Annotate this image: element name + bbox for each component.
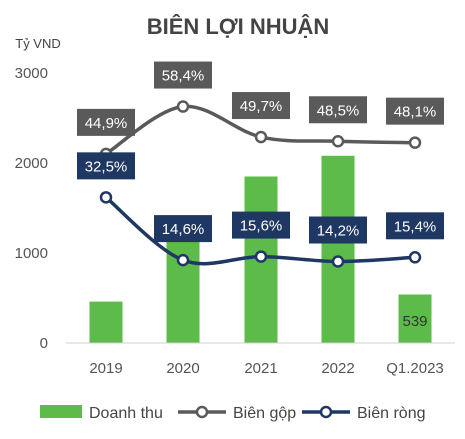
margin-label-box — [154, 215, 212, 243]
x-tick-label: 2019 — [89, 360, 122, 377]
legend-bar-swatch — [40, 405, 82, 418]
x-tick-label: Q1.2023 — [386, 360, 444, 377]
margin-label-box — [309, 96, 367, 124]
y-tick-label: 0 — [40, 335, 48, 352]
margin-label-box — [386, 97, 444, 125]
margin-point — [254, 130, 268, 144]
revenue-bar — [89, 301, 123, 343]
margin-point — [176, 100, 190, 113]
margin-label-box — [77, 152, 135, 180]
legend-line-marker — [195, 405, 209, 419]
x-tick-label: 2020 — [166, 360, 199, 377]
y-axis-unit: Tỷ VND — [15, 36, 61, 51]
chart-title: BIÊN LỢI NHUẬN — [147, 14, 330, 39]
revenue-bar — [398, 294, 432, 343]
margin-label: 49,7% — [240, 98, 283, 115]
margin-label: 32,5% — [85, 158, 128, 175]
margin-label: 48,5% — [317, 102, 360, 119]
margin-label: 15,4% — [394, 218, 437, 235]
margin-label-box — [309, 216, 367, 244]
revenue-bars — [89, 155, 432, 343]
margin-label-box — [232, 211, 290, 239]
margin-label-box — [232, 92, 290, 120]
margin-label: 58,4% — [162, 68, 205, 85]
margin-label: 48,1% — [394, 104, 437, 121]
y-tick-label: 3000 — [15, 65, 48, 82]
margin-label-box — [154, 61, 212, 89]
legend-item-label: Doanh thu — [89, 405, 163, 422]
margin-point — [331, 255, 345, 268]
x-axis: 2019 2020 2021 2022 Q1.2023 — [89, 360, 443, 377]
margin-point — [331, 135, 345, 148]
revenue-bar — [321, 155, 355, 343]
margin-label: 44,9% — [85, 115, 128, 132]
margin-lines — [99, 100, 422, 268]
margin-point — [176, 253, 190, 267]
legend-line-marker — [319, 405, 333, 419]
y-axis: 0 1000 2000 3000 — [15, 65, 48, 352]
margin-point — [99, 191, 113, 204]
margin-label: 14,6% — [162, 221, 205, 238]
margin-point — [408, 251, 422, 264]
revenue-bar — [166, 235, 200, 343]
y-tick-label: 1000 — [15, 245, 48, 262]
margin-label: 15,6% — [240, 218, 283, 235]
x-tick-label: 2022 — [321, 360, 354, 377]
revenue-data-label: 539 — [402, 313, 427, 330]
margin-point — [254, 250, 268, 263]
legend: Doanh thu Biên gộp Biên ròng — [40, 405, 426, 422]
y-tick-label: 2000 — [15, 155, 48, 172]
x-tick-label: 2021 — [244, 360, 277, 377]
margin-label-box — [77, 108, 135, 136]
margin-label: 14,2% — [317, 223, 360, 240]
margin-point — [408, 136, 422, 149]
legend-item-label: Biên gộp — [233, 405, 296, 422]
margin-label-box — [386, 212, 444, 240]
data-labels: 44,9% 58,4% 49,7% 48,5% 48,1% 32,5% 14,6% 15,6%… — [77, 61, 444, 330]
legend-item-label: Biên ròng — [357, 405, 426, 422]
